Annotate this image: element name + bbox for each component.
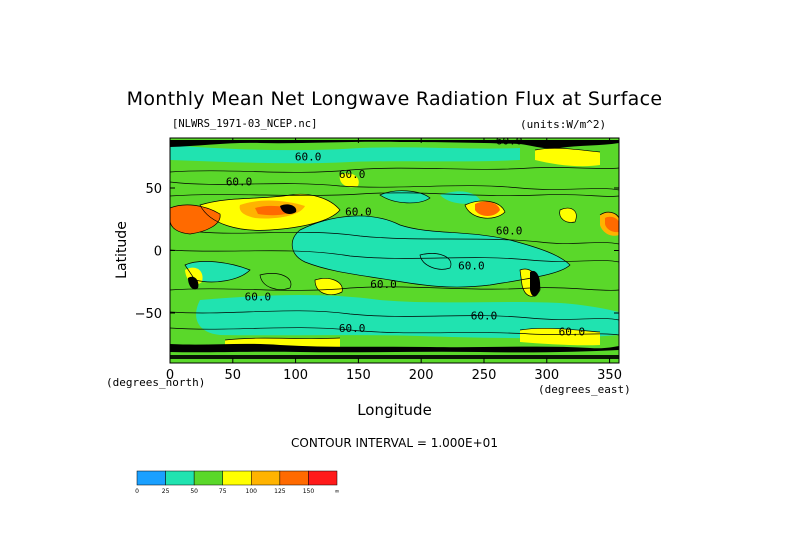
contour-label: 60.0 [245,291,272,304]
teal-region [292,215,570,288]
y-axis-unit-label: (degrees_north) [106,376,206,389]
x-tick-label: 300 [534,368,559,383]
teal-region [196,295,619,339]
colorbar-tick-label: 50 [190,488,198,495]
yellow-region [315,278,343,295]
x-axis-label: Longitude [357,401,432,419]
dense-contour-core [530,270,541,297]
contour-label-layer: 60.0 60.0 60.0 60.0 60.0 60.0 60.0 60.0 60.0 60.0… [226,134,586,339]
x-tick-label: 350 [597,368,622,383]
colorbar-tick-label: 100 [246,488,258,495]
x-tick-label: 200 [409,368,434,383]
colorbar-tick-label: 25 [162,488,170,495]
polar-band-south [170,355,619,359]
contour-label: 60.0 [370,278,397,291]
contour-label: 60.0 [559,326,586,339]
y-tick-label: 50 [145,182,162,197]
x-tick-label: 250 [472,368,497,383]
contour-label: 60.0 [458,259,485,272]
colorbar-tick-label: 125 [274,488,286,495]
contour-interval-label: CONTOUR INTERVAL = 1.000E+01 [291,436,498,450]
x-tick-label: 150 [346,368,371,383]
units-label: (units:W/m^2) [520,118,607,131]
yellow-region [520,328,600,346]
contour-label: 60.0 [295,151,322,164]
contour-label: 60.0 [496,224,523,237]
axes: 0 50 100 150 200 250 300 350 50 0 −50 [135,138,622,383]
colorbar-tick-label: ∞ [335,488,340,495]
x-tick-label: 100 [283,368,308,383]
colorbar-swatch [165,470,195,486]
contour-label: 60.0 [339,168,366,181]
y-tick-label: 0 [154,245,162,260]
colorbar-swatch [279,470,309,486]
yellow-region [559,208,577,223]
orange-region [170,204,221,234]
colorbar-swatch [308,470,338,486]
contour-label: 60.0 [339,322,366,335]
orange-region [605,216,619,233]
colorbar-swatch [251,470,281,486]
contour-label: 60.0 [496,134,523,147]
teal-region [380,190,430,203]
colorbar: 0 25 50 75 100 125 150 ∞ [135,470,340,495]
contour-lines [170,147,619,341]
orange-region [475,201,500,216]
contour-label: 60.0 [345,206,372,219]
colorbar-tick-label: 150 [303,488,315,495]
yellow-region [339,173,359,188]
polar-band-south [170,343,619,353]
colorbar-tick-label: 0 [135,488,139,495]
dense-contour-core [280,204,297,214]
teal-region [170,145,520,164]
x-axis-unit-label: (degrees_east) [538,383,631,396]
colorbar-swatch [136,470,166,486]
y-tick-label: −50 [135,307,162,322]
polar-band-north [170,140,619,149]
yellow-region [535,148,600,167]
contour-label: 60.0 [471,309,498,322]
chart-title: Monthly Mean Net Longwave Radiation Flux… [126,88,663,110]
dataset-filename: [NLWRS_1971-03_NCEP.nc] [172,118,318,130]
colorbar-tick-label: 75 [219,488,227,495]
contour-label: 60.0 [226,176,253,189]
colorbar-swatch [222,470,252,486]
x-tick-label: 0 [166,368,174,383]
heatmap-field: 60.0 60.0 60.0 60.0 60.0 60.0 60.0 60.0 60.0 60.0… [170,134,619,363]
colorbar-swatch [193,470,223,486]
x-tick-label: 50 [225,368,242,383]
